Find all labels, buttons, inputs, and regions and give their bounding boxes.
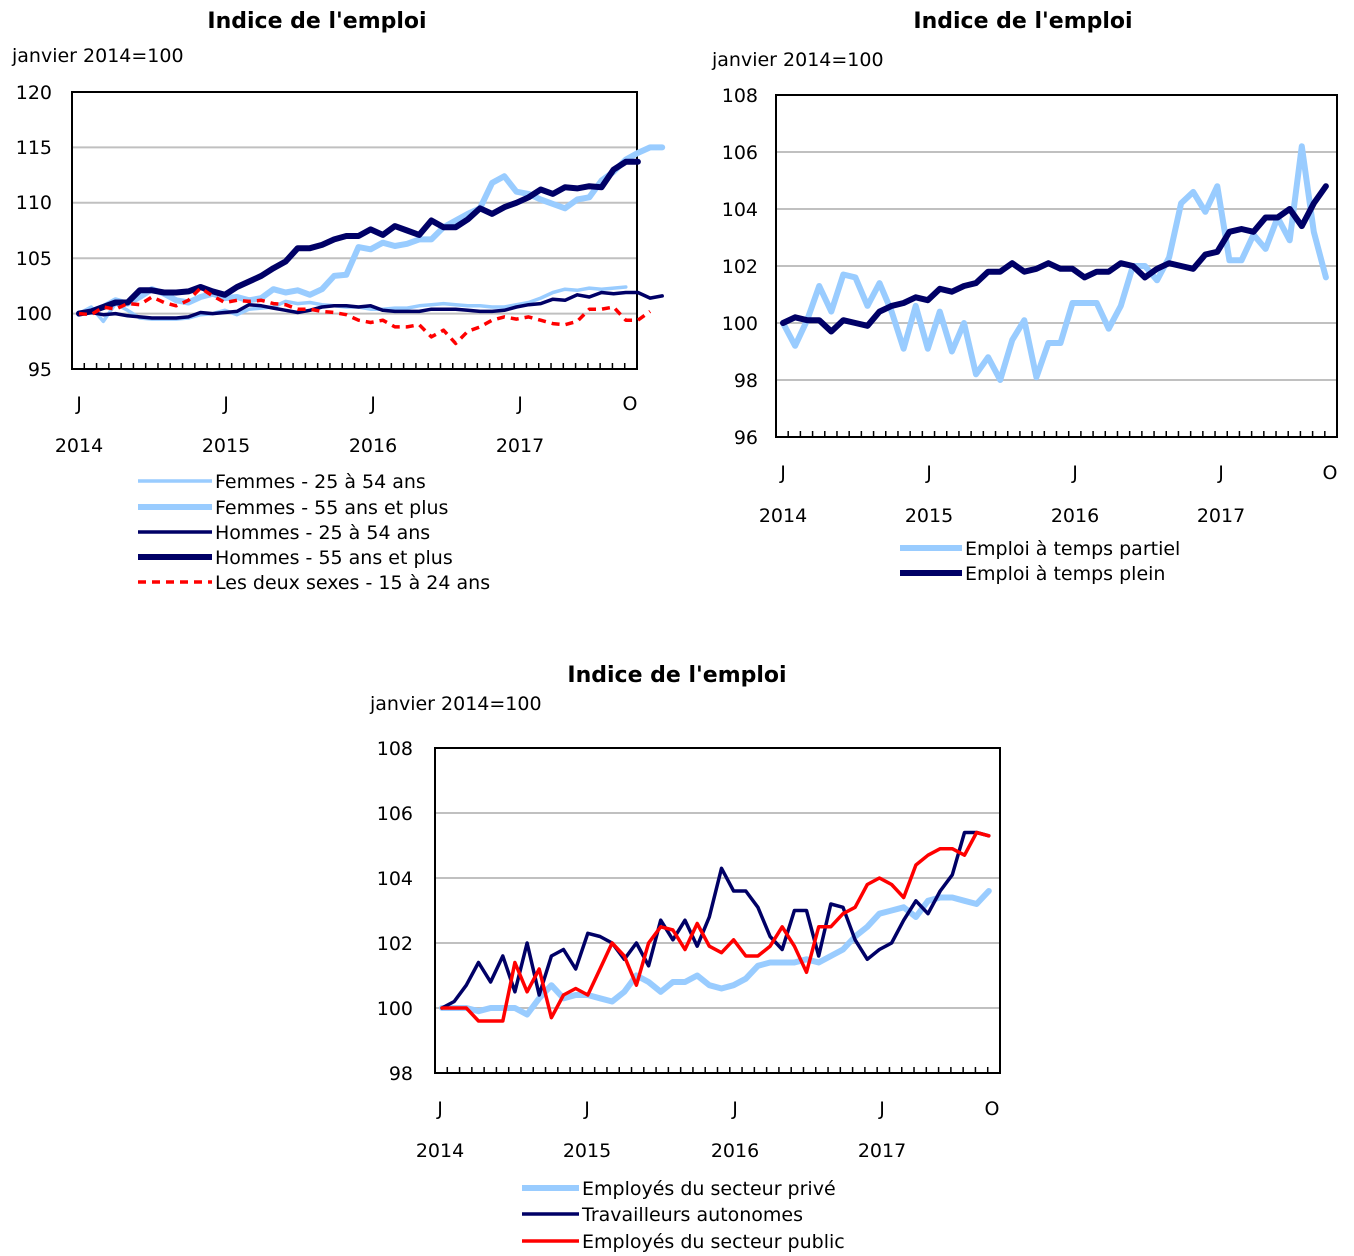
x-year-label: 2015 [905, 505, 953, 527]
y-tick-label: 96 [734, 427, 758, 449]
y-tick-label: 120 [16, 82, 52, 104]
y-tick-label: 102 [377, 933, 413, 955]
chart-2-x-ticks [775, 431, 1338, 437]
x-year-label: 2015 [563, 1140, 611, 1162]
x-tick-label: J [878, 1098, 885, 1120]
y-tick-label: 106 [377, 803, 413, 825]
legend-label: Emploi à temps plein [965, 563, 1165, 585]
y-tick-label: 108 [722, 85, 758, 107]
y-tick-label: 104 [377, 868, 413, 890]
chart-2-legend: Emploi à temps partiel Emploi à temps pl… [965, 538, 1180, 585]
x-tick-label: J [436, 1098, 443, 1120]
chart-3-legend: Employés du secteur privé Travailleurs a… [581, 1178, 845, 1253]
chart-3-y-axis: 98 100 102 104 106 108 [377, 738, 413, 1085]
chart-2-y-axis: 96 98 100 102 104 106 108 [722, 85, 758, 449]
x-tick-label: O [623, 393, 638, 415]
legend-label: Hommes - 55 ans et plus [215, 547, 453, 569]
series-line [76, 158, 641, 317]
chart-1-series [76, 144, 666, 346]
y-tick-label: 108 [377, 738, 413, 760]
series-line [77, 290, 664, 320]
y-tick-label: 104 [722, 199, 758, 221]
x-tick-label: O [985, 1098, 1000, 1120]
y-tick-label: 98 [734, 370, 758, 392]
series-line [780, 143, 1329, 383]
chart-3-title: Indice de l'emploi [567, 663, 786, 688]
x-year-label: 2014 [416, 1140, 464, 1162]
y-tick-label: 100 [722, 313, 758, 335]
legend-label: Femmes - 55 ans et plus [215, 497, 448, 519]
chart-3-x-axis: J J J J O 2014 2015 2016 2017 [416, 1098, 1000, 1162]
series-line [440, 830, 991, 1023]
x-year-label: 2017 [1197, 505, 1245, 527]
x-tick-label: J [779, 462, 786, 484]
x-tick-label: J [1071, 462, 1078, 484]
legend-label: Femmes - 25 à 54 ans [215, 471, 426, 493]
y-tick-label: 115 [16, 137, 52, 159]
chart-1-legend: Femmes - 25 à 54 ans Femmes - 55 ans et … [215, 471, 490, 594]
x-tick-label: O [1323, 462, 1338, 484]
chart-3-x-ticks [434, 1067, 1001, 1073]
x-tick-label: J [925, 462, 932, 484]
chart-1-x-axis: J J J J O 2014 2015 2016 2017 [55, 393, 638, 457]
y-tick-label: 100 [377, 998, 413, 1020]
x-year-label: 2016 [711, 1140, 759, 1162]
x-year-label: 2014 [55, 435, 103, 457]
y-tick-label: 106 [722, 142, 758, 164]
series-line [78, 286, 652, 346]
y-tick-label: 98 [389, 1063, 413, 1085]
series-line [439, 888, 992, 1018]
chart-2-title: Indice de l'emploi [913, 9, 1132, 34]
x-year-label: 2015 [202, 435, 250, 457]
y-tick-label: 100 [16, 303, 52, 325]
series-line [440, 830, 991, 1010]
series-line [780, 183, 1329, 335]
y-tick-label: 95 [28, 359, 52, 381]
x-tick-label: J [222, 393, 229, 415]
x-tick-label: J [75, 393, 82, 415]
y-tick-label: 102 [722, 256, 758, 278]
x-tick-label: J [369, 393, 376, 415]
series-line [76, 144, 666, 317]
chart-2-x-axis: J J J J O 2014 2015 2016 2017 [759, 462, 1338, 527]
x-year-label: 2017 [496, 435, 544, 457]
legend-label: Employés du secteur public [582, 1231, 845, 1253]
chart-1-plot-area [71, 91, 638, 370]
chart-3-series [439, 830, 992, 1023]
chart-1-title: Indice de l'emploi [207, 9, 426, 34]
legend-label: Travailleurs autonomes [581, 1204, 803, 1226]
y-tick-label: 110 [16, 192, 52, 214]
chart-2-unit-label: janvier 2014=100 [711, 49, 884, 71]
x-tick-label: J [1217, 462, 1224, 484]
x-tick-label: J [731, 1098, 738, 1120]
x-tick-label: J [516, 393, 523, 415]
chart-3: Indice de l'emploi janvier 2014=100 98 1… [369, 663, 1001, 1253]
chart-1: Indice de l'emploi janvier 2014=100 95 1… [11, 9, 666, 594]
y-tick-label: 105 [16, 248, 52, 270]
chart-3-unit-label: janvier 2014=100 [369, 693, 542, 715]
chart-1-unit-label: janvier 2014=100 [11, 45, 184, 67]
legend-label: Emploi à temps partiel [965, 538, 1180, 560]
legend-label: Les deux sexes - 15 à 24 ans [215, 572, 490, 594]
chart-2-series [780, 143, 1329, 383]
x-year-label: 2016 [1051, 505, 1099, 527]
x-year-label: 2014 [759, 505, 807, 527]
x-year-label: 2017 [858, 1140, 906, 1162]
legend-label: Hommes - 25 à 54 ans [215, 522, 430, 544]
x-year-label: 2016 [349, 435, 397, 457]
chart-3-plot-area [434, 747, 1001, 1074]
legend-label: Employés du secteur privé [582, 1178, 836, 1200]
chart-2: Indice de l'emploi janvier 2014=100 96 9… [711, 9, 1338, 585]
chart-1-y-axis: 95 100 105 110 115 120 [16, 82, 52, 381]
chart-1-x-ticks [71, 363, 638, 369]
x-tick-label: J [583, 1098, 590, 1120]
